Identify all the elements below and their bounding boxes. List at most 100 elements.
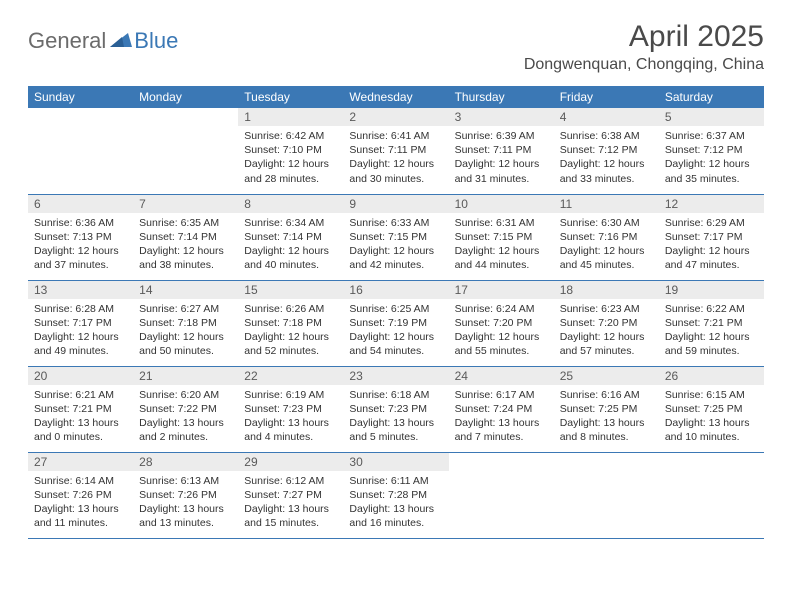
calendar-day: 12Sunrise: 6:29 AMSunset: 7:17 PMDayligh… xyxy=(659,194,764,280)
calendar-day: 13Sunrise: 6:28 AMSunset: 7:17 PMDayligh… xyxy=(28,280,133,366)
day-number: 22 xyxy=(238,367,343,385)
day-number: 13 xyxy=(28,281,133,299)
day-content: Sunrise: 6:31 AMSunset: 7:15 PMDaylight:… xyxy=(449,213,554,277)
day-number: 3 xyxy=(449,108,554,126)
day-header-row: SundayMondayTuesdayWednesdayThursdayFrid… xyxy=(28,86,764,108)
day-content: Sunrise: 6:42 AMSunset: 7:10 PMDaylight:… xyxy=(238,126,343,190)
calendar-head: SundayMondayTuesdayWednesdayThursdayFrid… xyxy=(28,86,764,108)
calendar-day: 7Sunrise: 6:35 AMSunset: 7:14 PMDaylight… xyxy=(133,194,238,280)
day-header: Tuesday xyxy=(238,86,343,108)
day-content: Sunrise: 6:14 AMSunset: 7:26 PMDaylight:… xyxy=(28,471,133,535)
calendar-day: 25Sunrise: 6:16 AMSunset: 7:25 PMDayligh… xyxy=(554,366,659,452)
day-content: Sunrise: 6:19 AMSunset: 7:23 PMDaylight:… xyxy=(238,385,343,449)
day-content: Sunrise: 6:26 AMSunset: 7:18 PMDaylight:… xyxy=(238,299,343,363)
logo-triangle-icon xyxy=(110,31,132,52)
day-content: Sunrise: 6:18 AMSunset: 7:23 PMDaylight:… xyxy=(343,385,448,449)
calendar-empty xyxy=(449,452,554,538)
day-content: Sunrise: 6:15 AMSunset: 7:25 PMDaylight:… xyxy=(659,385,764,449)
day-content: Sunrise: 6:13 AMSunset: 7:26 PMDaylight:… xyxy=(133,471,238,535)
day-content: Sunrise: 6:27 AMSunset: 7:18 PMDaylight:… xyxy=(133,299,238,363)
day-number: 23 xyxy=(343,367,448,385)
day-number: 12 xyxy=(659,195,764,213)
day-content: Sunrise: 6:36 AMSunset: 7:13 PMDaylight:… xyxy=(28,213,133,277)
day-number: 1 xyxy=(238,108,343,126)
day-content: Sunrise: 6:41 AMSunset: 7:11 PMDaylight:… xyxy=(343,126,448,190)
logo-text-blue: Blue xyxy=(134,28,178,54)
calendar-week: 1Sunrise: 6:42 AMSunset: 7:10 PMDaylight… xyxy=(28,108,764,194)
day-content: Sunrise: 6:11 AMSunset: 7:28 PMDaylight:… xyxy=(343,471,448,535)
calendar-empty xyxy=(28,108,133,194)
location: Dongwenquan, Chongqing, China xyxy=(524,56,764,74)
day-number: 2 xyxy=(343,108,448,126)
day-number: 26 xyxy=(659,367,764,385)
calendar-day: 20Sunrise: 6:21 AMSunset: 7:21 PMDayligh… xyxy=(28,366,133,452)
day-header: Friday xyxy=(554,86,659,108)
day-content: Sunrise: 6:25 AMSunset: 7:19 PMDaylight:… xyxy=(343,299,448,363)
day-content: Sunrise: 6:16 AMSunset: 7:25 PMDaylight:… xyxy=(554,385,659,449)
day-number: 10 xyxy=(449,195,554,213)
day-number: 11 xyxy=(554,195,659,213)
calendar-day: 16Sunrise: 6:25 AMSunset: 7:19 PMDayligh… xyxy=(343,280,448,366)
day-number: 30 xyxy=(343,453,448,471)
day-number: 24 xyxy=(449,367,554,385)
calendar-day: 21Sunrise: 6:20 AMSunset: 7:22 PMDayligh… xyxy=(133,366,238,452)
day-number: 17 xyxy=(449,281,554,299)
calendar-table: SundayMondayTuesdayWednesdayThursdayFrid… xyxy=(28,86,764,539)
calendar-day: 18Sunrise: 6:23 AMSunset: 7:20 PMDayligh… xyxy=(554,280,659,366)
day-content: Sunrise: 6:37 AMSunset: 7:12 PMDaylight:… xyxy=(659,126,764,190)
day-header: Wednesday xyxy=(343,86,448,108)
calendar-day: 11Sunrise: 6:30 AMSunset: 7:16 PMDayligh… xyxy=(554,194,659,280)
day-number: 15 xyxy=(238,281,343,299)
day-content: Sunrise: 6:33 AMSunset: 7:15 PMDaylight:… xyxy=(343,213,448,277)
day-number: 20 xyxy=(28,367,133,385)
calendar-day: 5Sunrise: 6:37 AMSunset: 7:12 PMDaylight… xyxy=(659,108,764,194)
day-content: Sunrise: 6:34 AMSunset: 7:14 PMDaylight:… xyxy=(238,213,343,277)
calendar-week: 13Sunrise: 6:28 AMSunset: 7:17 PMDayligh… xyxy=(28,280,764,366)
calendar-day: 19Sunrise: 6:22 AMSunset: 7:21 PMDayligh… xyxy=(659,280,764,366)
day-content: Sunrise: 6:24 AMSunset: 7:20 PMDaylight:… xyxy=(449,299,554,363)
day-number: 5 xyxy=(659,108,764,126)
logo: General Blue xyxy=(28,20,178,54)
calendar-day: 30Sunrise: 6:11 AMSunset: 7:28 PMDayligh… xyxy=(343,452,448,538)
calendar-day: 24Sunrise: 6:17 AMSunset: 7:24 PMDayligh… xyxy=(449,366,554,452)
day-number: 18 xyxy=(554,281,659,299)
calendar-day: 26Sunrise: 6:15 AMSunset: 7:25 PMDayligh… xyxy=(659,366,764,452)
day-content: Sunrise: 6:22 AMSunset: 7:21 PMDaylight:… xyxy=(659,299,764,363)
day-number: 9 xyxy=(343,195,448,213)
calendar-day: 9Sunrise: 6:33 AMSunset: 7:15 PMDaylight… xyxy=(343,194,448,280)
title-block: April 2025 Dongwenquan, Chongqing, China xyxy=(524,20,764,74)
calendar-empty xyxy=(659,452,764,538)
day-content: Sunrise: 6:17 AMSunset: 7:24 PMDaylight:… xyxy=(449,385,554,449)
calendar-day: 23Sunrise: 6:18 AMSunset: 7:23 PMDayligh… xyxy=(343,366,448,452)
calendar-day: 29Sunrise: 6:12 AMSunset: 7:27 PMDayligh… xyxy=(238,452,343,538)
calendar-empty xyxy=(133,108,238,194)
day-content: Sunrise: 6:35 AMSunset: 7:14 PMDaylight:… xyxy=(133,213,238,277)
calendar-body: 1Sunrise: 6:42 AMSunset: 7:10 PMDaylight… xyxy=(28,108,764,538)
day-content: Sunrise: 6:38 AMSunset: 7:12 PMDaylight:… xyxy=(554,126,659,190)
calendar-empty xyxy=(554,452,659,538)
day-number: 6 xyxy=(28,195,133,213)
header: General Blue April 2025 Dongwenquan, Cho… xyxy=(28,20,764,74)
day-header: Monday xyxy=(133,86,238,108)
day-header: Thursday xyxy=(449,86,554,108)
calendar-day: 8Sunrise: 6:34 AMSunset: 7:14 PMDaylight… xyxy=(238,194,343,280)
day-number: 21 xyxy=(133,367,238,385)
calendar-day: 27Sunrise: 6:14 AMSunset: 7:26 PMDayligh… xyxy=(28,452,133,538)
calendar-day: 17Sunrise: 6:24 AMSunset: 7:20 PMDayligh… xyxy=(449,280,554,366)
logo-text-general: General xyxy=(28,28,106,54)
day-content: Sunrise: 6:28 AMSunset: 7:17 PMDaylight:… xyxy=(28,299,133,363)
calendar-day: 14Sunrise: 6:27 AMSunset: 7:18 PMDayligh… xyxy=(133,280,238,366)
day-number: 28 xyxy=(133,453,238,471)
day-number: 4 xyxy=(554,108,659,126)
day-content: Sunrise: 6:20 AMSunset: 7:22 PMDaylight:… xyxy=(133,385,238,449)
day-number: 25 xyxy=(554,367,659,385)
calendar-day: 1Sunrise: 6:42 AMSunset: 7:10 PMDaylight… xyxy=(238,108,343,194)
calendar-day: 2Sunrise: 6:41 AMSunset: 7:11 PMDaylight… xyxy=(343,108,448,194)
day-number: 14 xyxy=(133,281,238,299)
calendar-day: 3Sunrise: 6:39 AMSunset: 7:11 PMDaylight… xyxy=(449,108,554,194)
day-number: 16 xyxy=(343,281,448,299)
day-number: 29 xyxy=(238,453,343,471)
day-number: 8 xyxy=(238,195,343,213)
day-number: 19 xyxy=(659,281,764,299)
calendar-week: 20Sunrise: 6:21 AMSunset: 7:21 PMDayligh… xyxy=(28,366,764,452)
